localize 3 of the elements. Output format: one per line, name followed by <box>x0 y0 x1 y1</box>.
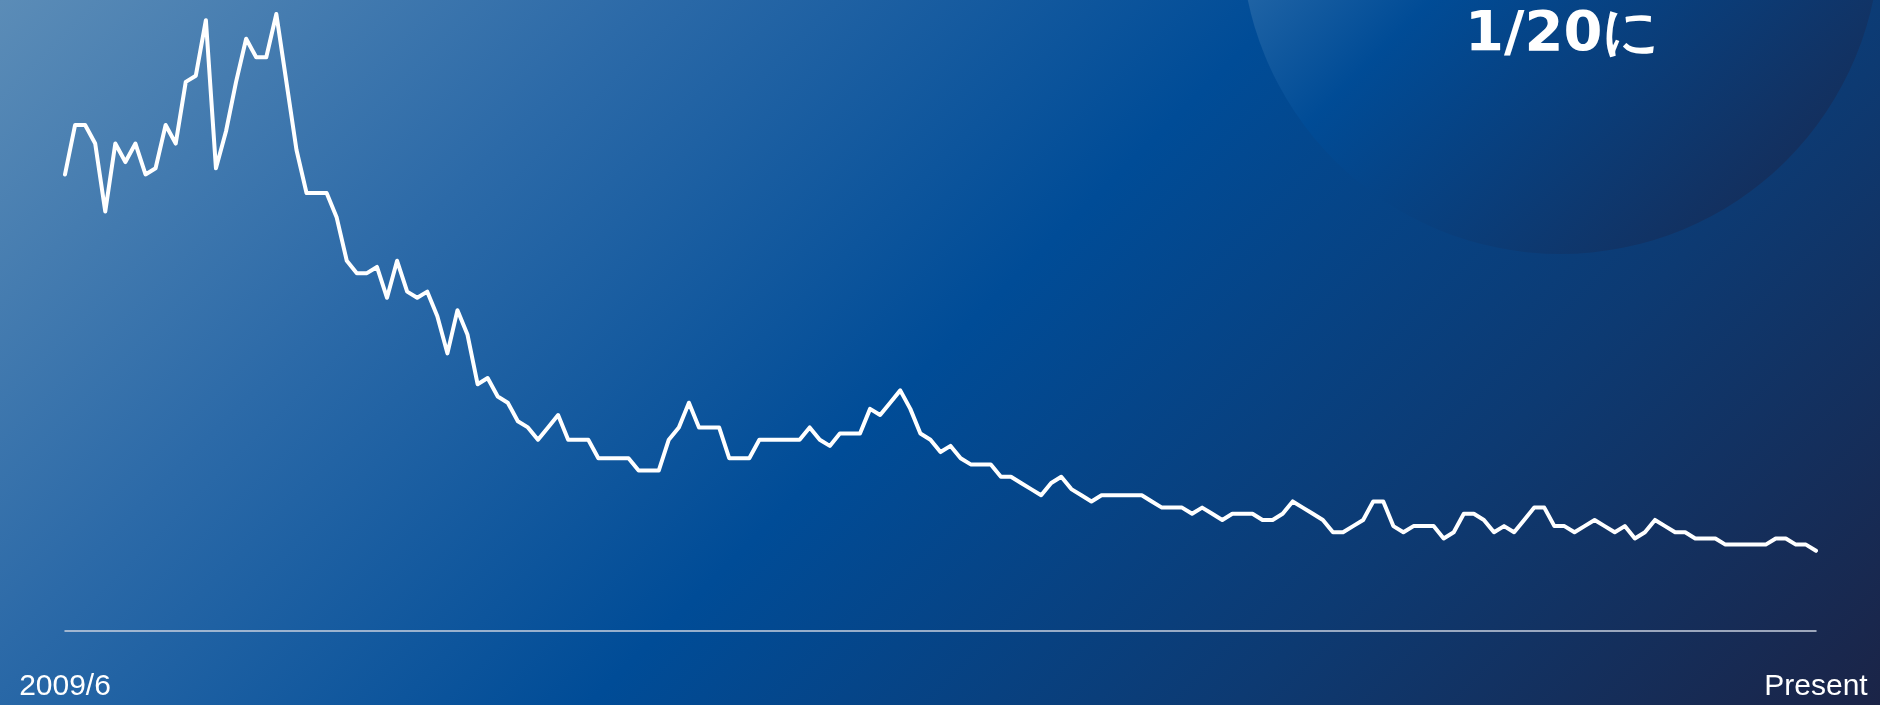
x-tick-label: Present <box>1764 667 1869 701</box>
x-tick-label: 2009/6 <box>19 667 111 701</box>
annotation: 1/20に <box>1465 0 1660 63</box>
